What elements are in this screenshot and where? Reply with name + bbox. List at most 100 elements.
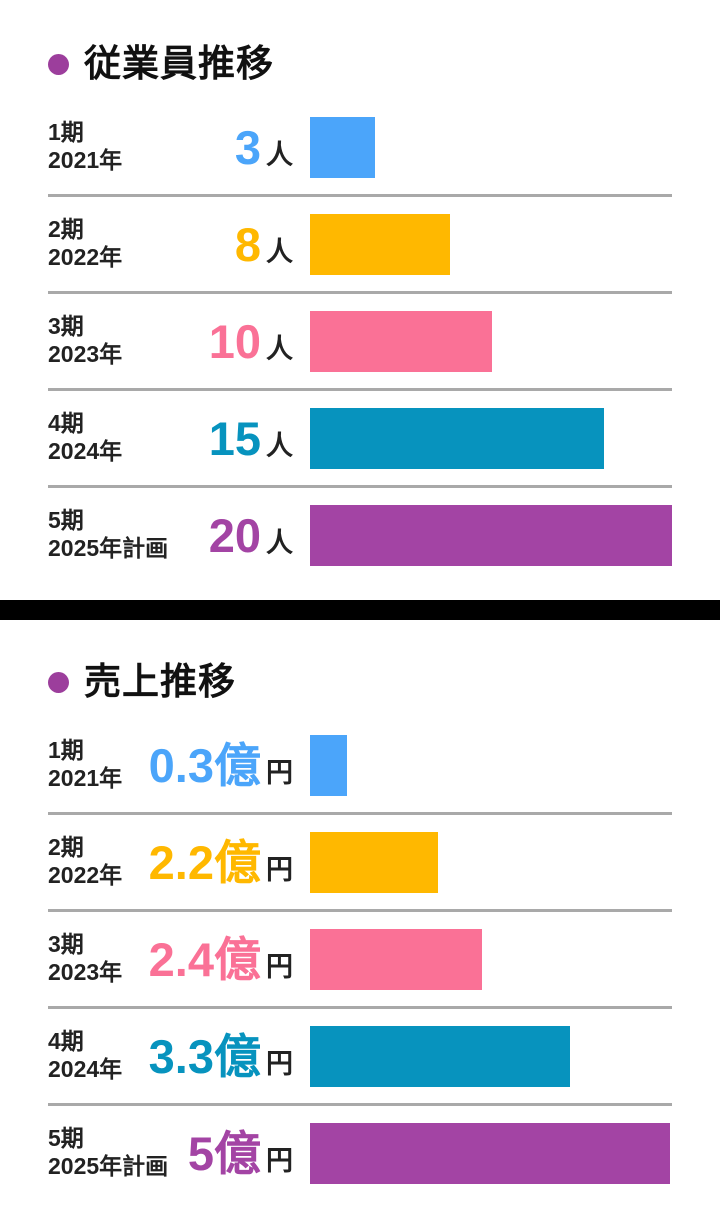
row-year: 2024年 <box>48 1056 123 1082</box>
row-value-number: 2.4億 <box>148 932 261 986</box>
sales-chart-title: 売上推移 <box>48 660 672 704</box>
row-period: 4期 <box>48 1028 84 1055</box>
bar <box>310 734 347 796</box>
bar-track <box>310 1025 672 1087</box>
row-value-number: 15 <box>208 411 261 465</box>
row-year: 2021年 <box>48 147 123 173</box>
row-value-unit: 円 <box>266 1048 293 1079</box>
row-period: 3期 <box>48 313 84 340</box>
row-label: 2期 2022年 <box>48 216 235 271</box>
row-value-unit: 円 <box>266 757 293 788</box>
row-value-unit: 人 <box>266 236 293 267</box>
row-label: 1期 2021年 <box>48 737 149 792</box>
row-year: 2023年 <box>48 341 123 367</box>
row-value-number: 10 <box>208 314 261 368</box>
row-period: 1期 <box>48 119 84 146</box>
row-year: 2024年 <box>48 438 123 464</box>
row-label: 4期 2024年 <box>48 410 209 465</box>
row-value: 3 人 <box>235 124 293 171</box>
chart-row: 4期 2024年 15 人 <box>48 391 672 488</box>
row-label: 1期 2021年 <box>48 119 235 174</box>
row-label: 5期 2025年計画 <box>48 507 209 562</box>
bar <box>310 310 493 372</box>
bar-track <box>310 504 672 566</box>
bar <box>310 213 451 275</box>
row-value: 8 人 <box>235 221 293 268</box>
row-value-unit: 人 <box>266 333 293 364</box>
row-value: 0.3億 円 <box>149 742 293 789</box>
bar-track <box>310 1122 672 1184</box>
chart-row: 2期 2022年 8 人 <box>48 197 672 294</box>
employee-chart-title: 従業員推移 <box>48 42 672 86</box>
row-value: 10 人 <box>209 318 293 365</box>
row-period: 1期 <box>48 737 84 764</box>
row-value-unit: 円 <box>266 854 293 885</box>
row-value-number: 20 <box>208 508 261 562</box>
row-value-unit: 円 <box>266 951 293 982</box>
bar-track <box>310 831 672 893</box>
row-year: 2025年計画 <box>48 535 169 561</box>
row-label: 2期 2022年 <box>48 834 149 889</box>
bar <box>310 407 604 469</box>
bar-track <box>310 213 672 275</box>
row-value-number: 8 <box>234 217 261 271</box>
row-period: 2期 <box>48 216 84 243</box>
row-value: 2.2億 円 <box>149 839 293 886</box>
row-period: 3期 <box>48 931 84 958</box>
bar <box>310 1122 670 1184</box>
row-value: 15 人 <box>209 415 293 462</box>
chart-row: 1期 2021年 3 人 <box>48 100 672 197</box>
row-value-unit: 人 <box>266 527 293 558</box>
row-year: 2021年 <box>48 765 123 791</box>
row-value-number: 0.3億 <box>148 738 261 792</box>
chart-title-text: 従業員推移 <box>84 42 274 84</box>
row-year: 2022年 <box>48 862 123 888</box>
row-value: 5億 円 <box>188 1130 293 1177</box>
bar-track <box>310 310 672 372</box>
bar-track <box>310 116 672 178</box>
row-year: 2023年 <box>48 959 123 985</box>
chart-row: 3期 2023年 10 人 <box>48 294 672 391</box>
employee-chart-section: 従業員推移 1期 2021年 3 人 2期 2022年 8 人 <box>0 0 720 582</box>
row-value-unit: 円 <box>266 1145 293 1176</box>
row-label: 3期 2023年 <box>48 313 209 368</box>
chart-row: 4期 2024年 3.3億 円 <box>48 1009 672 1106</box>
chart-row: 2期 2022年 2.2億 円 <box>48 815 672 912</box>
row-label: 3期 2023年 <box>48 931 149 986</box>
row-period: 5期 <box>48 507 84 534</box>
bar-track <box>310 407 672 469</box>
row-value: 20 人 <box>209 512 293 559</box>
row-period: 2期 <box>48 834 84 861</box>
row-label: 5期 2025年計画 <box>48 1125 188 1180</box>
bar-track <box>310 928 672 990</box>
row-value-number: 2.2億 <box>148 835 261 889</box>
bar <box>310 928 482 990</box>
row-value-unit: 人 <box>266 430 293 461</box>
chart-row: 1期 2021年 0.3億 円 <box>48 718 672 815</box>
row-period: 5期 <box>48 1125 84 1152</box>
bar <box>310 504 672 566</box>
row-year: 2025年計画 <box>48 1153 169 1179</box>
chart-title-text: 売上推移 <box>84 660 236 702</box>
bar <box>310 831 439 893</box>
bar-track <box>310 734 672 796</box>
row-period: 4期 <box>48 410 84 437</box>
bullet-icon <box>48 671 69 693</box>
bar <box>310 116 376 178</box>
row-value: 3.3億 円 <box>149 1033 293 1080</box>
bullet-icon <box>48 53 69 75</box>
chart-row: 5期 2025年計画 20 人 <box>48 488 672 582</box>
section-separator <box>0 600 720 620</box>
row-year: 2022年 <box>48 244 123 270</box>
bar <box>310 1025 570 1087</box>
chart-row: 3期 2023年 2.4億 円 <box>48 912 672 1009</box>
row-label: 4期 2024年 <box>48 1028 149 1083</box>
row-value-number: 3.3億 <box>148 1029 261 1083</box>
row-value: 2.4億 円 <box>149 936 293 983</box>
row-value-number: 5億 <box>187 1126 261 1180</box>
row-value-unit: 人 <box>266 139 293 170</box>
sales-chart-section: 売上推移 1期 2021年 0.3億 円 2期 2022年 2.2億 円 <box>0 620 720 1200</box>
row-value-number: 3 <box>234 120 261 174</box>
chart-row: 5期 2025年計画 5億 円 <box>48 1106 672 1200</box>
